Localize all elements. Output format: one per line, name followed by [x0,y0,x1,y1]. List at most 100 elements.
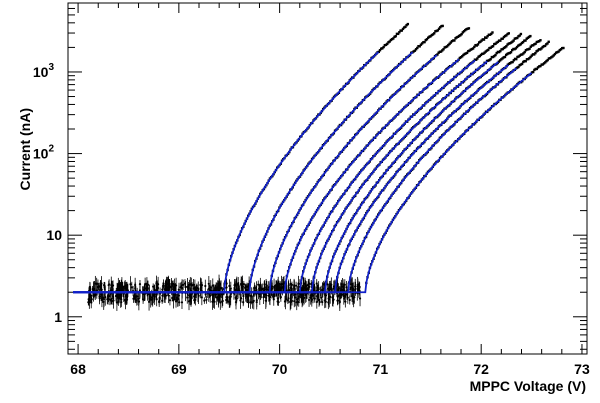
data-point [358,297,362,300]
data-point [345,286,348,289]
data-point [102,298,106,301]
data-point [184,285,187,289]
data-point [381,47,384,50]
data-point [276,297,279,300]
data-point [246,295,249,299]
data-point [302,284,305,288]
data-point [419,43,423,46]
data-point [117,295,121,298]
data-point [481,38,484,41]
data-point [297,300,300,304]
data-point [340,282,343,286]
data-point [94,282,97,285]
data-point [406,22,410,26]
data-point [100,282,103,285]
data-point [525,48,529,51]
data-point [518,43,521,47]
data-point [272,295,275,298]
data-point [120,294,123,297]
data-point [418,45,421,48]
data-point [528,47,531,50]
data-point [187,288,190,291]
data-point [456,35,460,38]
data-point [510,61,513,64]
data-point [513,47,516,51]
data-point [289,282,292,286]
data-point [540,63,543,66]
data-point [559,48,563,51]
data-point [529,55,532,59]
data-point [108,283,111,286]
data-point [535,40,539,44]
data-point [518,64,521,67]
data-point [539,39,542,42]
y-tick-label: 102 [33,144,55,162]
data-point [530,44,534,47]
data-point [539,48,542,51]
data-point [342,289,345,292]
data-point [488,46,491,50]
data-point [507,62,511,66]
data-point [219,301,222,304]
data-point [546,58,549,62]
data-point [501,57,504,60]
data-point [293,285,296,288]
data-point [451,39,455,42]
data-point [388,40,391,43]
data-point [515,57,518,61]
data-point [351,288,354,291]
data-point [538,39,541,43]
data-point [535,67,539,71]
data-point [502,35,506,39]
data-point [208,293,211,297]
data-point [177,288,180,291]
data-point [194,298,197,301]
data-point [561,46,564,50]
data-point [496,50,500,54]
data-point [503,55,507,59]
data-point [500,58,503,61]
data-point [539,64,542,68]
data-point [489,46,492,50]
data-point [354,285,357,288]
data-point [281,286,284,289]
data-point [458,34,461,38]
data-point [494,42,497,46]
data-point [112,299,115,302]
data-point [530,54,533,57]
data-point [467,49,470,53]
fit-curve [73,59,476,294]
data-point [485,59,489,63]
data-point [328,287,332,290]
data-point [470,47,474,51]
data-point [465,28,468,31]
data-point [444,45,448,49]
data-point [527,35,531,39]
data-point [204,284,207,288]
data-point [547,40,550,43]
data-point [111,284,115,287]
data-point [528,57,531,60]
data-point [136,295,139,298]
data-point [255,299,258,302]
data-point [529,45,532,48]
data-point [304,283,307,286]
data-point [399,29,402,32]
data-point [242,283,245,286]
data-point [531,70,535,74]
data-point [177,294,181,297]
data-point [332,298,335,301]
data-point [263,288,266,291]
data-point [169,286,172,289]
data-point [243,286,247,289]
data-point [234,284,237,287]
data-point [251,301,254,304]
x-tick-label: 73 [574,361,590,377]
data-point [512,47,515,51]
data-point [547,57,551,60]
data-point [188,283,191,286]
data-point [108,298,112,301]
data-point [300,293,303,296]
data-point [349,283,352,286]
data-point [501,37,504,40]
